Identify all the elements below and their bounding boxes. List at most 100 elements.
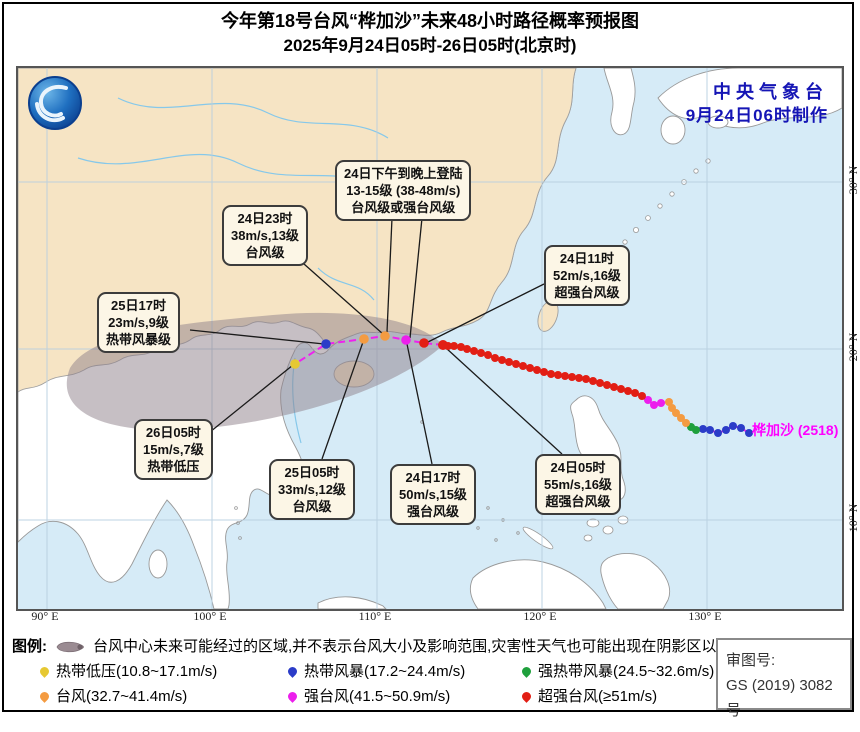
legend-item-label: 强热带风暴(24.5~32.6m/s) [538, 663, 715, 680]
track-point [457, 343, 465, 351]
intensity-marker-icon [38, 665, 51, 678]
callout-t26-05: 26日05时 15m/s,7级 热带低压 [134, 419, 213, 480]
review-value: GS (2019) 3082号 [726, 677, 833, 719]
lon-tick-label: 110° E [358, 609, 392, 623]
track-point [722, 426, 730, 434]
track-point [631, 389, 639, 397]
track-point [547, 370, 555, 378]
track-point [519, 362, 527, 370]
legend-item-super: 超强台风(≥51m/s) [520, 686, 714, 707]
forecast-point [401, 335, 411, 345]
track-point [650, 401, 658, 409]
legend-item-label: 强台风(41.5~50.9m/s) [304, 688, 451, 705]
legend-item-label: 热带风暴(17.2~24.4m/s) [304, 663, 466, 680]
track-point [450, 342, 458, 350]
visayas-islands [522, 515, 629, 550]
callout-text: 24日下午到晚上登陆 [344, 166, 463, 181]
callout-landfall: 24日下午到晚上登陆 13-15级 (38-48m/s) 台风级或强台风级 [335, 160, 472, 221]
legend-item-label: 热带低压(10.8~17.1m/s) [56, 663, 218, 680]
japan-kyushu [660, 115, 686, 145]
track-point [589, 377, 597, 385]
track-point [714, 429, 722, 437]
forecast-point [321, 339, 331, 349]
track-point [540, 368, 548, 376]
track-point [477, 349, 485, 357]
track-point [638, 392, 646, 400]
review-label: 审图号: [726, 652, 776, 669]
forecast-point [290, 359, 300, 369]
callout-text: 台风级或强台风级 [351, 200, 456, 215]
track-point [596, 379, 604, 387]
legend-item-label: 超强台风(≥51m/s) [538, 688, 658, 705]
track-point [470, 347, 478, 355]
sri-lanka [148, 549, 168, 579]
callout-t24-11: 24日11时 52m/s,16级 超强台风级 [544, 245, 630, 306]
track-point [554, 371, 562, 379]
callout-text: 超强台风级 [545, 494, 611, 509]
callout-t25-17: 25日17时 23m/s,9级 热带风暴级 [97, 292, 181, 353]
callout-text: 24日23时 [237, 211, 293, 226]
forecast-point [419, 338, 429, 348]
track-point [603, 381, 611, 389]
intensity-marker-icon [38, 690, 51, 703]
track-point [617, 385, 625, 393]
lon-tick-label: 120° E [523, 609, 557, 623]
cone-icon [56, 641, 84, 653]
forecast-point [359, 334, 369, 344]
map-area: 中央气象台 9月24日06时制作 桦加沙 (2518) 24日下午到晚上登陆 13… [16, 66, 844, 611]
japan-honshu [657, 68, 842, 129]
issuer-agency: 中央气象台 [713, 82, 828, 102]
legend: 图例: 台风中心未来可能经过的区域,并不表示台风大小及影响范围,灾害性天气也可能… [12, 636, 731, 707]
cma-logo [26, 74, 84, 132]
callout-text: 强台风级 [406, 504, 459, 519]
legend-item-sts: 强热带风暴(24.5~32.6m/s) [520, 661, 715, 682]
intensity-marker-icon [286, 665, 299, 678]
track-point [484, 351, 492, 359]
callout-leader-lines [189, 217, 563, 465]
map-review-number: 审图号: GS (2019) 3082号 [716, 638, 852, 719]
sumatra [317, 596, 387, 609]
track-point [745, 429, 753, 437]
callout-text: 38m/s,13级 [231, 228, 299, 243]
track-point [706, 426, 714, 434]
callout-text: 超强台风级 [554, 285, 620, 300]
intensity-marker-icon [286, 690, 299, 703]
callout-text: 15m/s,7级 [143, 442, 204, 457]
callout-text: 55m/s,16级 [544, 477, 612, 492]
issuer-time: 9月24日06时制作 [685, 106, 828, 125]
callout-text: 13-15级 (38-48m/s) [346, 183, 461, 198]
legend-item-sty: 强台风(41.5~50.9m/s) [286, 686, 522, 707]
lon-tick-label: 90° E [31, 609, 59, 623]
issuer-block: 中央气象台 9月24日06时制作 [686, 80, 828, 128]
callout-t25-05: 25日05时 33m/s,12级 台风级 [269, 459, 355, 520]
callout-text: 热带风暴级 [106, 332, 172, 347]
callout-text: 26日05时 [145, 425, 201, 440]
callout-text: 台风级 [245, 245, 285, 260]
track-point [699, 425, 707, 433]
forecast-point [380, 331, 390, 341]
page-subtitle: 2025年9月24日05时-26日05时(北京时) [283, 36, 577, 55]
callout-text: 25日05时 [284, 465, 340, 480]
lat-tick-label: 10° N [846, 503, 860, 533]
track-point [624, 387, 632, 395]
legend-item-ty: 台风(32.7~41.4m/s) [38, 686, 288, 707]
track-point [737, 424, 745, 432]
callout-t24-17: 24日17时 50m/s,15级 强台风级 [390, 464, 476, 525]
mindanao [600, 552, 671, 609]
lon-tick-label: 130° E [688, 609, 722, 623]
japan-shikoku [707, 115, 729, 129]
legend-item-label: 台风(32.7~41.4m/s) [56, 688, 188, 705]
track-point [575, 374, 583, 382]
callout-text: 33m/s,12级 [278, 482, 346, 497]
callout-text: 24日17时 [405, 470, 461, 485]
track-point [729, 422, 737, 430]
borneo [469, 559, 607, 609]
callout-text: 52m/s,16级 [553, 268, 621, 283]
storm-name-label: 桦加沙 (2518) [752, 422, 839, 438]
intensity-marker-icon [520, 690, 533, 703]
track-point [561, 372, 569, 380]
track-point [665, 398, 673, 406]
callout-text: 25日17时 [111, 298, 166, 313]
track-point [533, 366, 541, 374]
callout-text: 50m/s,15级 [399, 487, 467, 502]
